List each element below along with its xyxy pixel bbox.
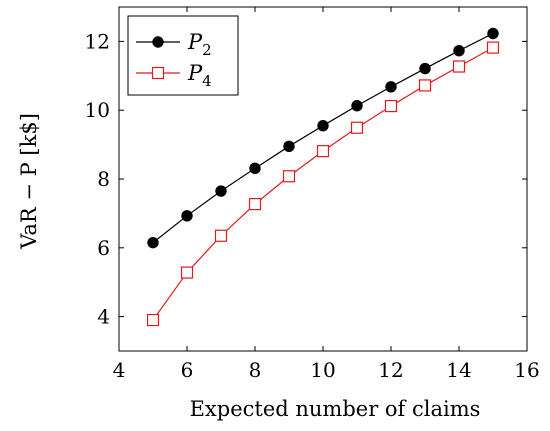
x-tick-label: 4 [113, 358, 126, 382]
x-tick-label: 10 [310, 358, 335, 382]
x-tick-label: 8 [249, 358, 262, 382]
x-tick-label: 6 [181, 358, 194, 382]
data-point [452, 60, 466, 73]
data-point [384, 99, 398, 113]
y-tick-label: 6 [97, 236, 110, 260]
y-tick-label: 8 [97, 167, 110, 191]
legend-box [127, 15, 239, 96]
data-point [180, 266, 194, 279]
data-point [215, 185, 227, 197]
data-point [147, 236, 159, 249]
data-point [453, 44, 465, 57]
y-axis-label: VaR − P [k$] [17, 113, 41, 250]
data-point [316, 145, 330, 158]
x-tick-label: 14 [446, 358, 471, 382]
legend-entry: P2 [136, 30, 212, 59]
data-point [350, 121, 364, 134]
series-P2 [147, 27, 499, 249]
x-axis-label: Expected number of claims [190, 397, 481, 421]
legend-label: P2 [187, 30, 212, 59]
data-point [317, 119, 329, 132]
data-point [351, 100, 363, 112]
x-tick-label: 16 [514, 358, 539, 382]
data-point [418, 79, 432, 92]
y-tick-label: 4 [97, 305, 110, 329]
series-P4 [146, 41, 500, 327]
data-point [487, 27, 499, 40]
data-point [249, 162, 261, 175]
data-point [283, 140, 295, 153]
data-point [248, 198, 262, 211]
x-tick-label: 12 [378, 358, 403, 382]
legend-marker [151, 66, 165, 80]
data-point [282, 170, 296, 183]
legend-label: P4 [187, 61, 212, 90]
data-point [486, 41, 500, 54]
data-point [385, 81, 397, 93]
y-tick-label: 12 [85, 29, 110, 53]
axis-ticks: 4 6 8 10 12 14 16 4 6 8 10 12 [85, 7, 540, 382]
data-point [146, 313, 160, 327]
data-point [214, 229, 228, 242]
legend-marker [152, 36, 164, 48]
legend-entry: P4 [136, 61, 212, 90]
data-point [181, 210, 193, 222]
y-tick-label: 10 [85, 98, 110, 122]
data-point [419, 62, 431, 75]
